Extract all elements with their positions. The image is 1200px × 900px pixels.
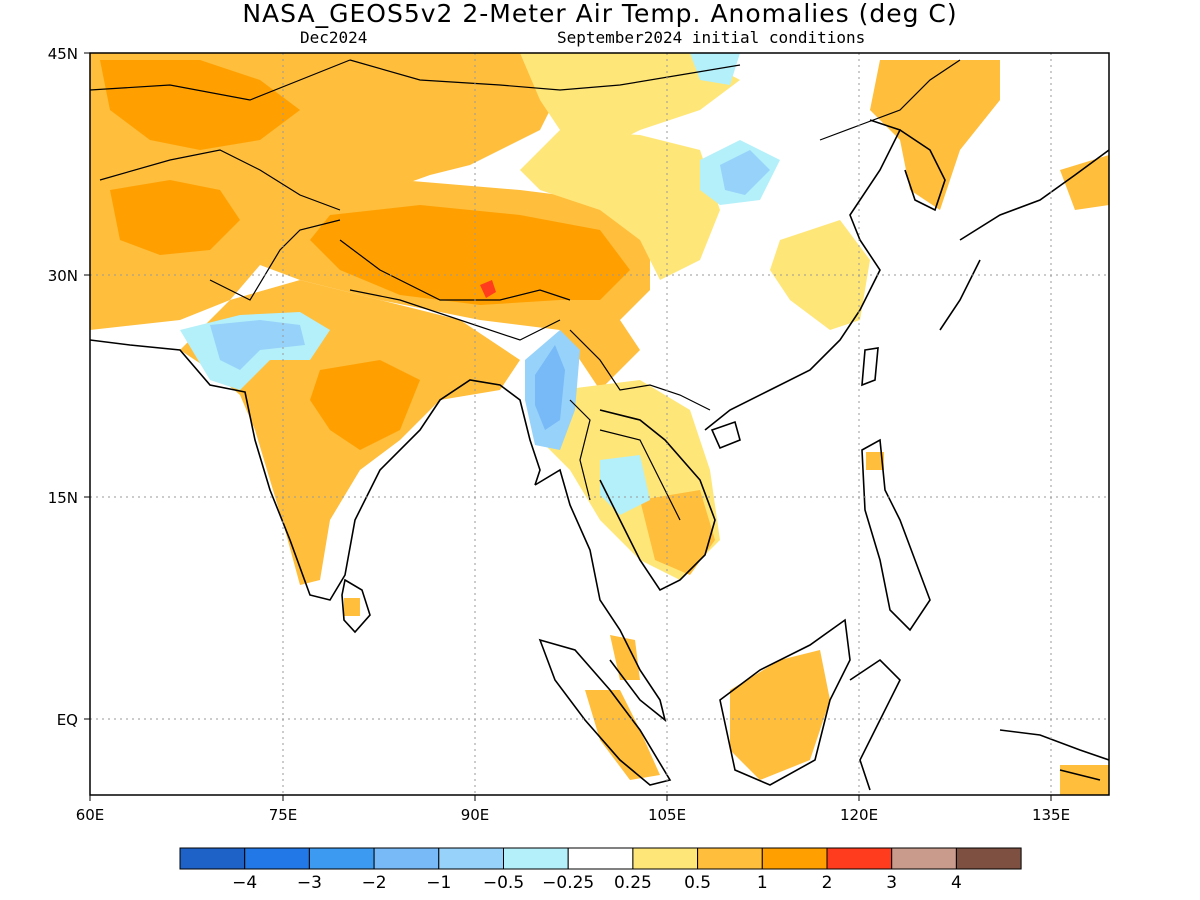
- coastline-borneo: [719, 618, 851, 786]
- colorbar-label: −1: [426, 873, 451, 893]
- colorbar-label: −3: [297, 873, 322, 893]
- coastline-hainan: [710, 420, 741, 450]
- coastline-sri-lanka: [341, 578, 371, 634]
- coastline-taiwan: [861, 347, 879, 387]
- colorbar-swatch: [891, 847, 957, 870]
- colorbar-swatch: [308, 847, 375, 870]
- cool-region-pakistan: [210, 320, 305, 370]
- coastline-sumatra: [538, 638, 672, 786]
- coastline-sulawesi: [849, 658, 901, 791]
- border-pakistan-india: [209, 219, 341, 301]
- coastline-japan: [939, 149, 1109, 331]
- colorbar-swatch: [761, 847, 828, 870]
- strong-warm-india: [310, 360, 420, 450]
- colorbar-label: 0.5: [684, 873, 711, 893]
- colorbar-swatch: [955, 847, 1022, 870]
- colorbar-label: −0.5: [483, 873, 524, 893]
- warm-light-mongolia: [520, 53, 740, 150]
- colorbar-legend: −4 −3 −2 −1 −0.5 −0.25 0.25 0.5 1 2 3 4: [179, 847, 1022, 893]
- colorbar-label: 0.25: [614, 873, 652, 893]
- lon-label-105e: 105E: [648, 806, 686, 824]
- colorbar-swatch: [438, 847, 504, 870]
- border-central-asia: [90, 59, 351, 101]
- cool-strong-china: [720, 150, 770, 195]
- warm-vietnam: [640, 490, 715, 575]
- coastline-philippines: [861, 438, 931, 632]
- lon-label-135e: 135E: [1032, 806, 1070, 824]
- hot-spot-tibet: [480, 280, 496, 298]
- warm-philippines: [866, 452, 884, 470]
- colorbar-label: −4: [232, 873, 257, 893]
- longitude-labels: 60E 75E 90E 105E 120E 135E: [76, 806, 1070, 824]
- latitude-labels: 45N 30N 15N EQ: [48, 45, 78, 729]
- border-china-mongolia: [349, 59, 741, 91]
- coastline-indochina: [599, 409, 716, 592]
- colorbar-label: −2: [362, 873, 387, 893]
- warm-new-guinea: [1060, 765, 1109, 795]
- plot-frame: [89, 52, 1110, 796]
- border-myanmar-thailand: [569, 399, 591, 501]
- axis-ticks: [84, 52, 1052, 801]
- coastlines: [90, 119, 1109, 791]
- colorbar-swatch: [373, 847, 440, 870]
- border-china-india: [349, 289, 561, 341]
- warm-korea-japan: [870, 60, 1000, 210]
- warm-sumatra: [585, 690, 660, 780]
- graticule: [90, 53, 1109, 795]
- colorbar-swatch: [179, 847, 246, 870]
- forecast-month: Dec2024: [300, 28, 368, 47]
- strong-warm-afghanistan: [110, 180, 240, 255]
- country-borders: [90, 59, 961, 521]
- lat-label-eq: EQ: [57, 711, 78, 729]
- warm-light-china: [520, 130, 720, 280]
- warm-borneo: [730, 650, 830, 780]
- border-china-korea: [819, 59, 961, 141]
- border-china-se-asia: [569, 329, 711, 411]
- colorbar-label: 1: [757, 873, 768, 893]
- strong-warm-tibet: [310, 205, 630, 305]
- lon-label-60e: 60E: [76, 806, 105, 824]
- colorbar-label: 2: [822, 873, 833, 893]
- strong-warm-central-asia: [100, 60, 300, 150]
- colorbar-swatch: [697, 847, 763, 870]
- coastline-china: [704, 119, 902, 431]
- cool-region-thailand: [600, 455, 650, 515]
- colorbar-swatch: [503, 847, 569, 870]
- map-title: NASA_GEOS5v2 2-Meter Air Temp. Anomalies…: [242, 0, 958, 28]
- warm-east-china: [770, 220, 870, 330]
- colorbar-swatch: [632, 847, 699, 870]
- lat-label-15n: 15N: [48, 489, 78, 507]
- lon-label-75e: 75E: [269, 806, 298, 824]
- lat-label-30n: 30N: [48, 267, 78, 285]
- lon-label-120e: 120E: [840, 806, 878, 824]
- warm-japan-east: [1060, 155, 1109, 210]
- colorbar-swatch: [826, 847, 893, 870]
- coastline-korea: [899, 129, 946, 212]
- lon-label-90e: 90E: [461, 806, 490, 824]
- colorbar-swatch: [244, 847, 310, 870]
- coastline-se-asia: [534, 468, 667, 723]
- cool-strong-myanmar: [535, 345, 565, 430]
- colorbar-label: 4: [951, 873, 962, 893]
- initial-conditions: September2024 initial conditions: [557, 28, 866, 47]
- coastline-new-guinea: [999, 729, 1109, 781]
- border-afghanistan: [99, 149, 341, 211]
- lat-label-45n: 45N: [48, 45, 78, 63]
- coastline-south-asia: [90, 339, 541, 601]
- border-himalaya: [339, 239, 571, 301]
- warm-sri-lanka: [344, 598, 360, 616]
- colorbar-label: −0.25: [542, 873, 594, 893]
- anomaly-field: [90, 53, 1109, 795]
- colorbar-swatch: [567, 847, 634, 870]
- colorbar-label: 3: [886, 873, 897, 893]
- border-thailand-cambodia: [599, 429, 681, 521]
